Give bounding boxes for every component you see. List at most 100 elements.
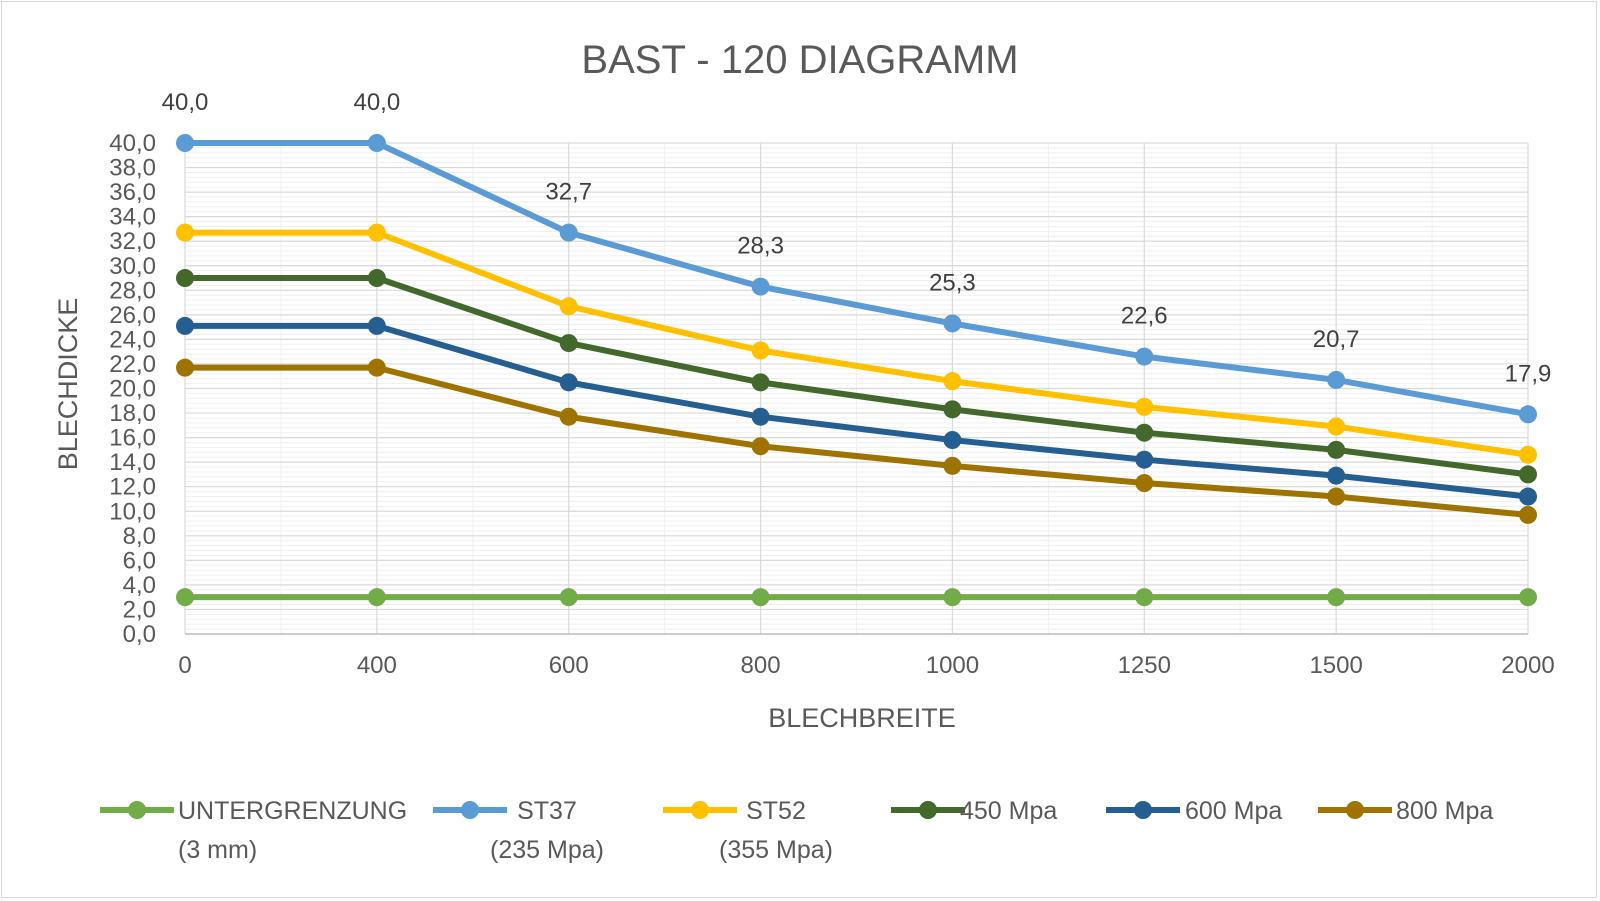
legend-item-2: ST37 (235 Mpa) bbox=[433, 797, 604, 864]
data-point bbox=[559, 373, 578, 392]
data-label: 40,0 bbox=[162, 89, 209, 116]
data-point bbox=[943, 314, 962, 333]
legend-label: ST37 bbox=[517, 797, 577, 825]
legend-label: ST52 bbox=[746, 797, 806, 825]
data-point bbox=[367, 269, 386, 288]
data-point bbox=[1135, 588, 1154, 607]
data-point bbox=[1519, 505, 1537, 524]
data-point bbox=[943, 431, 962, 450]
legend-label: (235 Mpa) bbox=[490, 836, 604, 864]
series-line bbox=[182, 275, 1531, 478]
series-line bbox=[182, 322, 1531, 500]
legend-label: (3 mm) bbox=[178, 836, 257, 864]
data-label: 40,0 bbox=[353, 89, 400, 116]
data-point bbox=[1135, 450, 1154, 469]
data-point bbox=[367, 588, 386, 607]
data-point bbox=[1327, 466, 1346, 485]
series-6 bbox=[176, 358, 1537, 524]
legend-marker bbox=[128, 801, 146, 819]
data-point bbox=[559, 297, 578, 316]
data-point bbox=[943, 400, 962, 419]
data-point bbox=[1519, 405, 1537, 424]
data-point bbox=[367, 134, 386, 152]
data-point bbox=[1135, 423, 1154, 442]
data-point bbox=[1327, 588, 1346, 607]
legend-label: UNTERGRENZUNG bbox=[178, 797, 407, 825]
data-label: 32,7 bbox=[545, 179, 592, 206]
y-tick-label: 0,0 bbox=[123, 621, 156, 648]
data-point bbox=[176, 134, 194, 152]
data-point bbox=[559, 407, 578, 426]
y-tick-label: 10,0 bbox=[109, 498, 156, 525]
data-point bbox=[1519, 487, 1537, 506]
y-tick-label: 18,0 bbox=[109, 400, 156, 427]
data-point bbox=[1327, 417, 1346, 436]
y-tick-label: 38,0 bbox=[109, 155, 156, 182]
data-point bbox=[559, 223, 578, 242]
y-tick-label: 6,0 bbox=[123, 547, 156, 574]
data-point bbox=[943, 588, 962, 607]
y-axis-ticks: 0,02,04,06,08,010,012,014,016,018,020,02… bbox=[109, 130, 156, 648]
data-label: 25,3 bbox=[929, 269, 976, 296]
data-point bbox=[1135, 347, 1154, 366]
data-point bbox=[751, 407, 770, 426]
data-point bbox=[751, 437, 770, 456]
series-lines bbox=[176, 134, 1537, 610]
data-point bbox=[176, 269, 194, 288]
series-1 bbox=[176, 588, 1537, 610]
y-tick-label: 36,0 bbox=[109, 179, 156, 206]
x-tick-label: 1000 bbox=[926, 652, 979, 679]
y-tick-label: 12,0 bbox=[109, 474, 156, 501]
data-label: 20,7 bbox=[1313, 326, 1360, 353]
x-tick-label: 1250 bbox=[1118, 652, 1171, 679]
data-point bbox=[1519, 588, 1537, 607]
data-labels: 40,0 40,0 32,7 28,3 25,3 22,6 20,7 17,9 bbox=[162, 89, 1552, 387]
legend-label: 450 Mpa bbox=[960, 797, 1057, 825]
data-point bbox=[176, 223, 194, 242]
legend-item-5: 600 Mpa bbox=[1106, 797, 1282, 825]
y-tick-label: 8,0 bbox=[123, 523, 156, 550]
data-point bbox=[559, 588, 578, 607]
data-point bbox=[943, 456, 962, 475]
data-point bbox=[1327, 370, 1346, 389]
data-point bbox=[367, 316, 386, 335]
x-axis-ticks: 0 400 600 800 1000 1250 1500 2000 bbox=[178, 652, 1554, 679]
legend: UNTERGRENZUNG (3 mm) ST37 (235 Mpa) ST52 (355… bbox=[100, 797, 1493, 864]
legend-marker bbox=[919, 801, 937, 819]
legend-label: 800 Mpa bbox=[1396, 797, 1493, 825]
gridlines bbox=[184, 142, 1529, 635]
legend-item-3: ST52 (355 Mpa) bbox=[663, 797, 833, 864]
data-label: 22,6 bbox=[1121, 303, 1168, 330]
data-point bbox=[1135, 397, 1154, 416]
y-tick-label: 40,0 bbox=[109, 130, 156, 157]
legend-item-6: 800 Mpa bbox=[1318, 797, 1493, 825]
data-point bbox=[559, 334, 578, 353]
data-point bbox=[367, 223, 386, 242]
x-tick-label: 600 bbox=[549, 652, 589, 679]
data-point bbox=[751, 588, 770, 607]
x-tick-label: 1500 bbox=[1309, 652, 1362, 679]
data-point bbox=[1327, 440, 1346, 459]
x-tick-label: 0 bbox=[178, 652, 191, 679]
y-tick-label: 28,0 bbox=[109, 277, 156, 304]
legend-marker bbox=[691, 801, 709, 819]
data-point bbox=[1327, 487, 1346, 506]
data-point bbox=[176, 358, 194, 377]
x-axis-title: BLECHBREITE bbox=[768, 703, 956, 733]
data-point bbox=[1519, 445, 1537, 464]
legend-label: (355 Mpa) bbox=[719, 836, 833, 864]
series-line bbox=[182, 229, 1531, 458]
x-tick-label: 2000 bbox=[1501, 652, 1554, 679]
legend-label: 600 Mpa bbox=[1185, 797, 1282, 825]
y-axis-title: BLECHDICKE bbox=[53, 298, 83, 471]
y-tick-label: 34,0 bbox=[109, 204, 156, 231]
legend-marker bbox=[1346, 801, 1364, 819]
series-4 bbox=[176, 269, 1537, 484]
legend-item-1: UNTERGRENZUNG (3 mm) bbox=[100, 797, 407, 864]
data-point bbox=[751, 373, 770, 392]
data-label: 17,9 bbox=[1505, 360, 1552, 387]
y-tick-label: 30,0 bbox=[109, 253, 156, 280]
y-tick-label: 4,0 bbox=[123, 572, 156, 599]
